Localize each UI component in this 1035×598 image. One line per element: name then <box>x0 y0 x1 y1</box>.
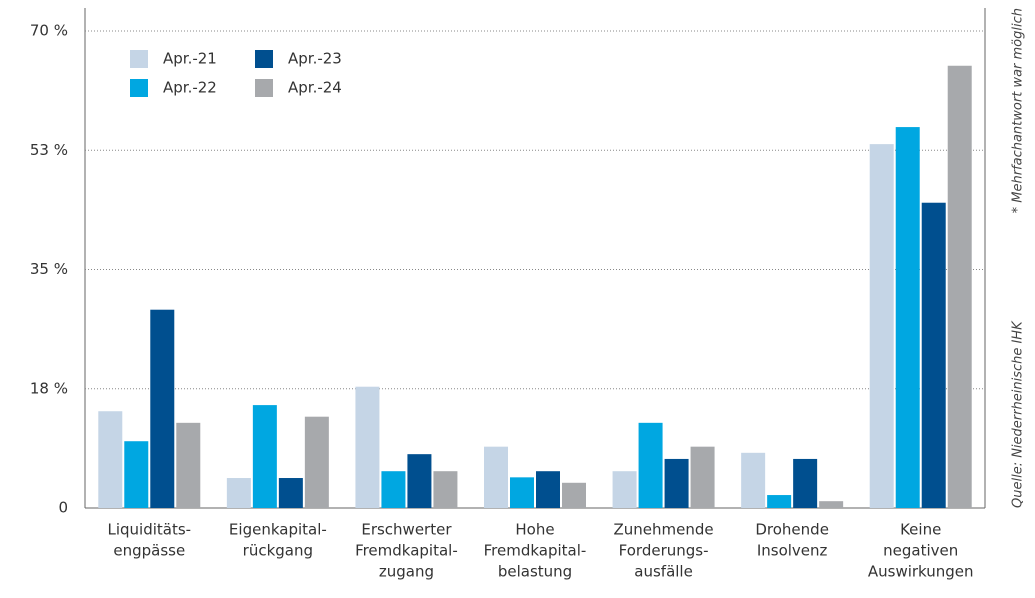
bar <box>638 422 663 508</box>
bar <box>150 309 175 508</box>
legend-swatch <box>130 50 148 68</box>
legend-swatch <box>130 79 148 97</box>
bar <box>510 477 534 508</box>
legend-label: Apr.-22 <box>163 79 217 97</box>
legend-label: Apr.-23 <box>288 50 342 68</box>
x-tick-label: Liquiditäts- <box>107 521 191 539</box>
x-tick-label: Erschwerter <box>361 521 452 539</box>
bar <box>947 65 972 508</box>
bar <box>767 495 792 508</box>
bar <box>304 416 329 508</box>
bar <box>819 501 844 508</box>
bar <box>921 202 946 508</box>
x-tick-label: rückgang <box>243 542 313 560</box>
y-tick-label: 35 % <box>30 260 68 278</box>
bar <box>664 458 689 508</box>
bar <box>176 422 201 508</box>
x-tick-label: Eigenkapital- <box>229 521 327 539</box>
bar <box>98 411 123 508</box>
x-tick-label: Auswirkungen <box>868 563 974 581</box>
x-tick-label: Fremdkapital- <box>484 542 587 560</box>
legend-label: Apr.-21 <box>163 50 217 68</box>
bar <box>869 144 894 509</box>
legend-swatch <box>255 50 273 68</box>
y-tick-label: 70 % <box>30 22 68 40</box>
x-tick-label: Forderungs- <box>619 542 709 560</box>
bar <box>278 478 303 508</box>
bar <box>793 458 818 508</box>
bar <box>562 482 586 508</box>
x-tick-label: Drohende <box>755 521 829 539</box>
bar <box>895 127 920 509</box>
bar <box>355 386 380 508</box>
x-tick-label: engpässe <box>113 542 185 560</box>
bar <box>433 471 458 508</box>
x-tick-label: zugang <box>379 563 434 581</box>
x-tick-label: Insolvenz <box>757 542 828 560</box>
bar <box>612 471 637 508</box>
note: * Mehrfachantwort war möglich <box>1011 8 1026 213</box>
x-tick-label: belastung <box>498 563 572 581</box>
y-tick-label: 18 % <box>30 379 68 397</box>
source: Quelle: Niederrheinische IHK <box>1011 320 1026 508</box>
legend-swatch <box>255 79 273 97</box>
bar <box>484 446 508 508</box>
bar <box>252 405 277 508</box>
x-tick-label: ausfälle <box>634 563 693 581</box>
bar <box>226 478 251 508</box>
x-tick-label: negativen <box>883 542 958 560</box>
bar <box>124 441 149 508</box>
bar <box>690 446 715 508</box>
x-tick-label: Fremdkapital- <box>355 542 458 560</box>
bar <box>381 471 406 508</box>
y-tick-label: 53 % <box>30 141 68 159</box>
y-tick-label: 0 <box>58 499 68 517</box>
bar <box>536 471 560 508</box>
legend-label: Apr.-24 <box>288 79 342 97</box>
x-tick-label: Zunehmende <box>614 521 714 539</box>
x-tick-label: Hohe <box>515 521 554 539</box>
bar <box>741 452 766 508</box>
bar <box>407 454 432 508</box>
x-tick-label: Keine <box>900 521 941 539</box>
